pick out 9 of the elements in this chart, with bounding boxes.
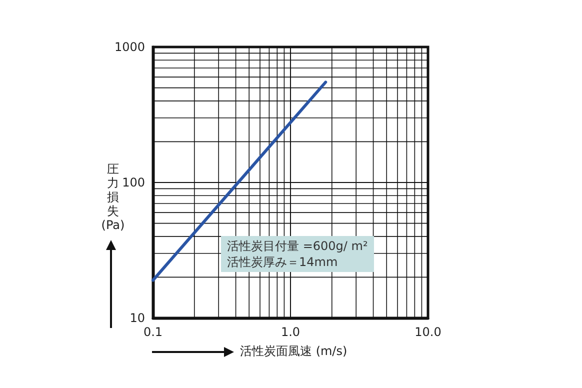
annotation: 活性炭厚み＝14mm bbox=[227, 254, 339, 270]
annotation: 活性炭目付量 =600g/ m² bbox=[227, 238, 368, 254]
y-tick-label: 1000 bbox=[114, 40, 145, 54]
x-tick-label: 1.0 bbox=[280, 325, 300, 339]
x-tick-label: 0.1 bbox=[143, 325, 163, 339]
y-tick-label: 10 bbox=[130, 311, 145, 325]
y-tick-label: 100 bbox=[122, 176, 145, 190]
x-axis-title: 活性炭面風速 (m/s) bbox=[240, 343, 348, 360]
x-tick-label: 10.0 bbox=[414, 325, 442, 339]
